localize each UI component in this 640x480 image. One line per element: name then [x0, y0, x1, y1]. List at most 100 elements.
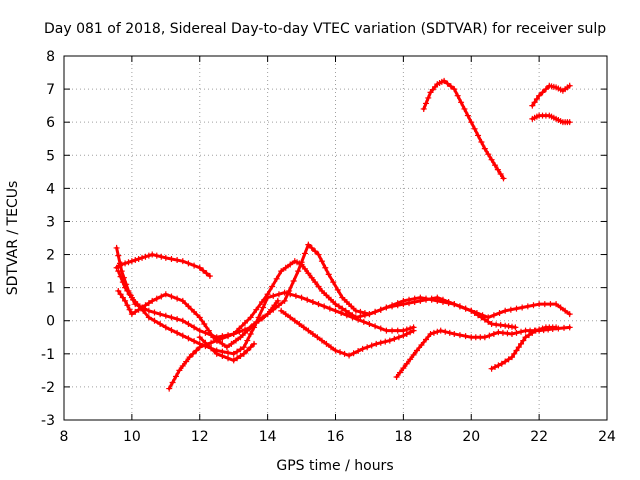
data-point	[287, 314, 294, 321]
data-point	[525, 332, 532, 339]
data-point	[531, 99, 538, 106]
series-track-k	[529, 82, 573, 109]
data-point	[219, 353, 226, 360]
data-point	[287, 261, 294, 268]
data-series	[113, 77, 573, 392]
data-point	[395, 334, 402, 341]
data-point	[282, 264, 289, 271]
data-point	[357, 308, 364, 315]
data-point	[418, 341, 425, 348]
data-point	[423, 336, 429, 343]
data-point	[117, 291, 124, 298]
plot-frame	[63, 55, 608, 421]
data-point	[529, 102, 536, 109]
data-point	[185, 321, 192, 328]
series-line	[422, 79, 505, 180]
data-point	[350, 350, 357, 357]
data-point	[237, 346, 244, 353]
data-point	[149, 297, 156, 304]
data-point	[323, 340, 330, 347]
data-point	[566, 82, 573, 89]
data-point	[304, 296, 311, 303]
data-point	[145, 307, 152, 314]
data-point	[117, 273, 124, 280]
data-point	[128, 311, 135, 318]
data-point	[437, 327, 444, 334]
data-point	[519, 304, 526, 311]
data-point	[536, 92, 543, 99]
data-point	[566, 119, 573, 126]
data-point	[162, 254, 169, 261]
data-point	[162, 324, 169, 331]
data-point	[342, 307, 349, 314]
data-point	[490, 330, 497, 337]
data-point	[251, 340, 258, 347]
data-point	[413, 347, 420, 354]
data-point	[447, 83, 454, 90]
data-point	[515, 344, 522, 351]
data-point	[434, 297, 441, 304]
series-track-f	[196, 334, 258, 364]
series-track-h	[393, 324, 573, 380]
x-tick-label: 8	[60, 429, 69, 445]
data-point	[140, 307, 147, 314]
data-point	[115, 287, 122, 294]
data-point	[174, 295, 181, 302]
data-point	[132, 308, 139, 315]
data-point	[513, 329, 520, 336]
data-point	[520, 337, 527, 344]
data-point	[193, 347, 200, 354]
data-point	[486, 332, 493, 339]
data-point	[230, 350, 237, 357]
data-point	[189, 350, 196, 357]
data-point	[400, 297, 407, 304]
data-point	[287, 291, 294, 298]
x-tick-label: 20	[462, 429, 480, 445]
y-tick-label: 0	[46, 314, 55, 330]
data-point	[553, 301, 560, 308]
data-point	[203, 270, 210, 277]
data-point	[355, 348, 362, 355]
data-point	[186, 354, 193, 361]
data-point	[153, 252, 160, 259]
data-point	[456, 303, 463, 310]
data-point	[511, 350, 518, 357]
data-point	[240, 344, 247, 351]
data-point	[237, 353, 244, 360]
data-point	[116, 260, 123, 267]
data-point	[382, 338, 389, 345]
data-point	[234, 348, 241, 355]
data-point	[242, 326, 248, 333]
data-point	[264, 311, 271, 318]
data-point	[149, 251, 156, 258]
data-point	[377, 306, 384, 313]
series-track-i	[488, 324, 560, 372]
series-track-l	[529, 112, 573, 126]
data-point	[430, 329, 437, 336]
data-point	[505, 356, 512, 363]
data-point	[337, 349, 344, 356]
data-point	[125, 259, 132, 266]
chart-title: Day 081 of 2018, Sidereal Day-to-day VTE…	[44, 21, 606, 37]
data-point	[142, 253, 149, 260]
data-point	[423, 295, 429, 302]
data-point	[335, 303, 342, 310]
data-point	[383, 304, 390, 311]
data-point	[488, 365, 495, 372]
data-point	[205, 327, 212, 334]
data-point	[291, 317, 298, 324]
data-point	[258, 315, 265, 322]
data-point	[278, 268, 285, 275]
data-point	[202, 329, 209, 336]
data-point	[536, 301, 543, 308]
data-point	[145, 252, 152, 259]
data-point	[145, 300, 152, 307]
data-point	[122, 297, 129, 304]
data-point	[383, 327, 390, 334]
data-point	[119, 294, 126, 301]
data-point	[462, 333, 469, 340]
data-point	[196, 344, 203, 351]
data-point	[428, 296, 435, 303]
data-point	[185, 303, 192, 310]
data-point	[461, 105, 468, 112]
